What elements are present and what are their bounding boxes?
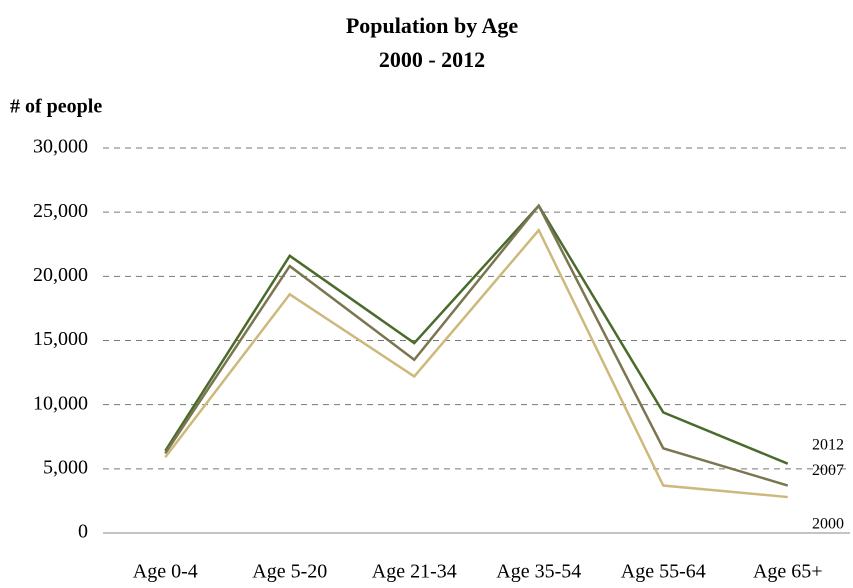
y-tick-label: 30,000 [33, 136, 88, 158]
series-line [164, 227, 788, 499]
y-tick-label: 10,000 [33, 392, 88, 414]
series-label: 2007 [812, 462, 844, 479]
chart-title: Population by Age [346, 13, 519, 38]
series-line [164, 203, 789, 487]
x-tick-label: Age 55-64 [621, 561, 706, 583]
y-tick-label: 25,000 [33, 200, 88, 222]
y-tick-label: 0 [78, 521, 88, 543]
series-line [164, 203, 789, 465]
x-tick-label: Age 0-4 [133, 561, 198, 583]
series-label: 2012 [812, 436, 844, 453]
x-tick-label: Age 5-20 [252, 561, 327, 583]
x-tick-label: Age 21-34 [372, 561, 457, 583]
x-tick-label: Age 35-54 [496, 561, 581, 583]
y-tick-label: 5,000 [43, 456, 88, 478]
y-tick-label: 20,000 [33, 264, 88, 286]
series-label: 2000 [812, 516, 844, 533]
x-tick-label: Age 65+ [753, 561, 823, 583]
y-tick-label: 15,000 [33, 328, 88, 350]
chart-subtitle: 2000 - 2012 [379, 47, 485, 72]
y-axis-label: # of people [10, 96, 102, 118]
